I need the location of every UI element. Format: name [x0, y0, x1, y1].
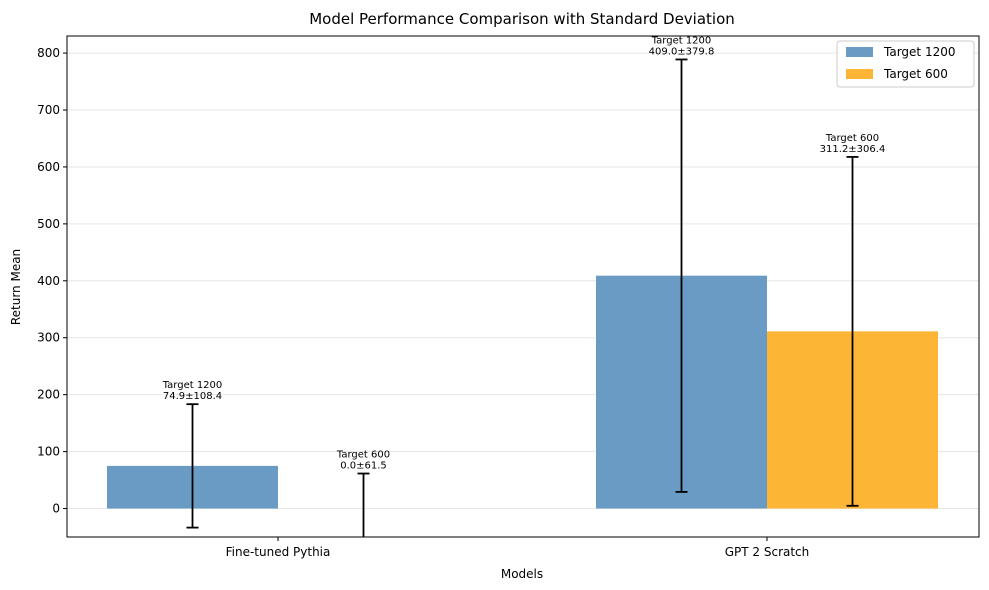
x-tick-label: Fine-tuned Pythia	[226, 545, 331, 559]
legend: Target 1200 Target 600	[836, 40, 975, 88]
y-axis: 0 100 200 300 400 500 600 700 800	[37, 46, 67, 516]
legend-swatch	[846, 69, 873, 79]
y-tick-label: 800	[37, 46, 60, 60]
y-tick-label: 700	[37, 103, 60, 117]
error-bars	[186, 58, 859, 537]
legend-label: Target 600	[883, 67, 948, 81]
legend-swatch	[846, 47, 873, 57]
y-tick-label: 200	[37, 388, 60, 402]
data-label: Target 600	[825, 133, 879, 144]
x-tick-label: GPT 2 Scratch	[725, 545, 810, 559]
data-label: Target 1200	[162, 380, 223, 391]
legend-label: Target 1200	[883, 45, 955, 59]
grid	[67, 52, 979, 510]
y-tick-label: 600	[37, 160, 60, 174]
data-label: 311.2±306.4	[820, 144, 886, 155]
data-label: 0.0±61.5	[340, 461, 387, 472]
bars	[107, 275, 938, 509]
data-label: 74.9±108.4	[163, 391, 222, 402]
data-label: Target 600	[336, 450, 390, 461]
x-axis-label: Models	[501, 567, 543, 581]
data-label: 409.0±379.8	[649, 46, 715, 57]
y-axis-label: Return Mean	[9, 249, 23, 325]
y-tick-label: 400	[37, 274, 60, 288]
chart-title: Model Performance Comparison with Standa…	[309, 10, 735, 28]
y-tick-label: 500	[37, 217, 60, 231]
y-tick-label: 300	[37, 331, 60, 345]
data-label: Target 1200	[651, 35, 712, 46]
y-tick-label: 0	[52, 502, 60, 516]
plot-frame	[66, 35, 980, 538]
x-axis: Fine-tuned Pythia GPT 2 Scratch	[226, 537, 810, 559]
y-tick-label: 100	[37, 445, 60, 459]
